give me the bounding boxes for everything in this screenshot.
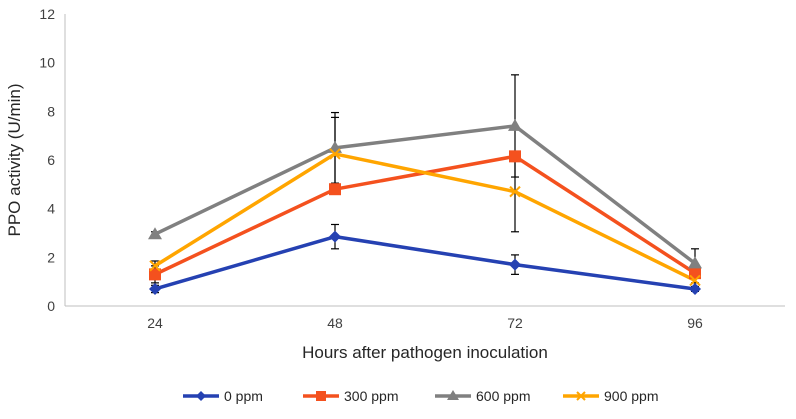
y-tick-label: 10 [39, 55, 55, 71]
legend-label: 900 ppm [604, 388, 658, 404]
x-tick-label: 72 [507, 315, 523, 331]
error-bars [151, 74, 699, 294]
data-point-900-ppm-stroke [689, 274, 701, 287]
legend-marker [447, 390, 459, 400]
data-point-900-ppm-stroke [509, 185, 521, 198]
legend-label: 300 ppm [344, 388, 398, 404]
y-tick-labels: 0 2 4 6 8 10 12 [39, 6, 55, 314]
legend-item: 300 ppm [303, 388, 398, 404]
legend-item: 900 ppm [563, 388, 658, 404]
data-point-900-ppm [509, 185, 521, 198]
axes [64, 14, 785, 307]
data-point-900-ppm-stroke [329, 148, 341, 160]
y-tick-label: 6 [47, 152, 55, 168]
data-point-0-ppm [329, 230, 341, 243]
x-tick-label: 48 [327, 315, 343, 331]
data-point-300-ppm [329, 183, 341, 196]
legend-item: 0 ppm [183, 388, 263, 404]
x-tick-label: 24 [147, 315, 163, 331]
series-line-900-ppm [154, 152, 696, 283]
data-point-600-ppm [148, 227, 162, 240]
series-line-600-ppm [154, 124, 697, 265]
y-tick-label: 8 [47, 103, 55, 119]
legend: 0 ppm 300 ppm 600 ppm 900 ppm [183, 388, 658, 404]
data-point-900-ppm [149, 260, 161, 272]
legend-marker-stroke [576, 391, 586, 401]
data-point-300-ppm [509, 150, 521, 163]
x-axis-title: Hours after pathogen inoculation [302, 343, 548, 362]
legend-marker [576, 391, 586, 401]
data-point-0-ppm [149, 282, 161, 295]
series-lines [154, 124, 697, 291]
x-tick-labels: 24 48 72 96 [147, 315, 703, 331]
y-tick-label: 12 [39, 6, 55, 22]
legend-item: 600 ppm [435, 388, 530, 404]
data-point-600-ppm [508, 118, 522, 131]
series-line-0-ppm [154, 234, 696, 291]
data-point-900-ppm [329, 148, 341, 160]
y-tick-label: 4 [47, 201, 55, 217]
data-point-0-ppm [689, 282, 701, 295]
x-tick-label: 96 [687, 315, 703, 331]
data-point-300-ppm [149, 268, 161, 281]
legend-label: 600 ppm [476, 388, 530, 404]
series-markers [148, 118, 702, 295]
y-tick-label: 0 [47, 298, 55, 314]
data-point-0-ppm [509, 258, 521, 271]
legend-marker [196, 391, 206, 401]
data-point-900-ppm-stroke [149, 260, 161, 272]
legend-marker [316, 391, 326, 401]
y-axis-title: PPO activity (U/min) [5, 83, 24, 236]
y-tick-label: 2 [47, 249, 55, 265]
data-point-600-ppm [688, 256, 702, 269]
data-point-900-ppm [689, 274, 701, 287]
legend-label: 0 ppm [224, 388, 263, 404]
